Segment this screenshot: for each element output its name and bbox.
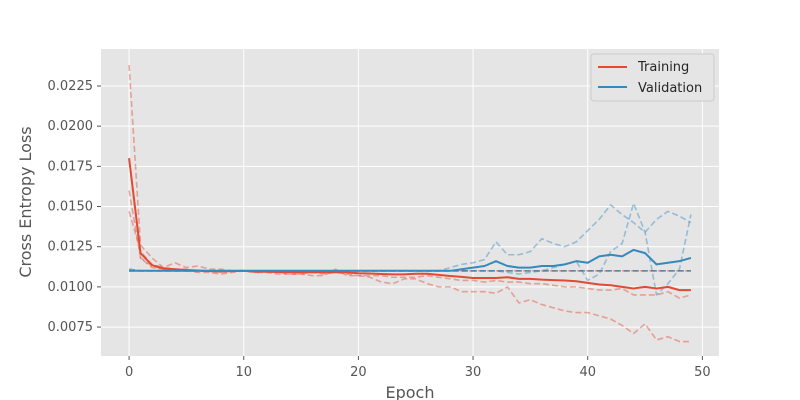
legend-label-validation: Validation <box>638 81 702 96</box>
y-tick-label: 0.0100 <box>48 280 94 295</box>
y-tick-label: 0.0075 <box>48 320 94 335</box>
x-axis-label: Epoch <box>386 383 435 400</box>
x-tick-label: 50 <box>694 365 711 380</box>
series-line-validation-mean <box>129 248 692 272</box>
mean-series-group <box>128 158 692 292</box>
series-line-training-fold <box>128 190 692 299</box>
x-tick-label: 40 <box>579 365 596 380</box>
y-tick-label: 0.0225 <box>48 79 94 94</box>
y-axis-ticks: 0.0075 0.0100 0.0125 0.0150 0.0175 0.0200 0.02… <box>48 79 101 335</box>
y-tick-label: 0.0150 <box>48 200 94 215</box>
y-axis-label: Cross Entropy Loss <box>16 126 35 277</box>
y-tick-label: 0.0175 <box>48 159 94 174</box>
y-tick-label: 0.0200 <box>48 119 94 134</box>
x-tick-label: 0 <box>125 365 133 380</box>
legend: Training Validation <box>590 53 715 102</box>
legend-box <box>590 53 715 102</box>
x-tick-label: 20 <box>350 365 367 380</box>
x-tick-label: 30 <box>465 365 482 380</box>
x-axis-ticks: 0 10 20 30 40 50 <box>125 356 711 380</box>
grid <box>101 49 719 356</box>
legend-label-training: Training <box>637 60 689 75</box>
series-line-training-fold <box>128 65 691 343</box>
x-tick-label: 10 <box>235 365 252 380</box>
y-tick-label: 0.0125 <box>48 240 94 255</box>
